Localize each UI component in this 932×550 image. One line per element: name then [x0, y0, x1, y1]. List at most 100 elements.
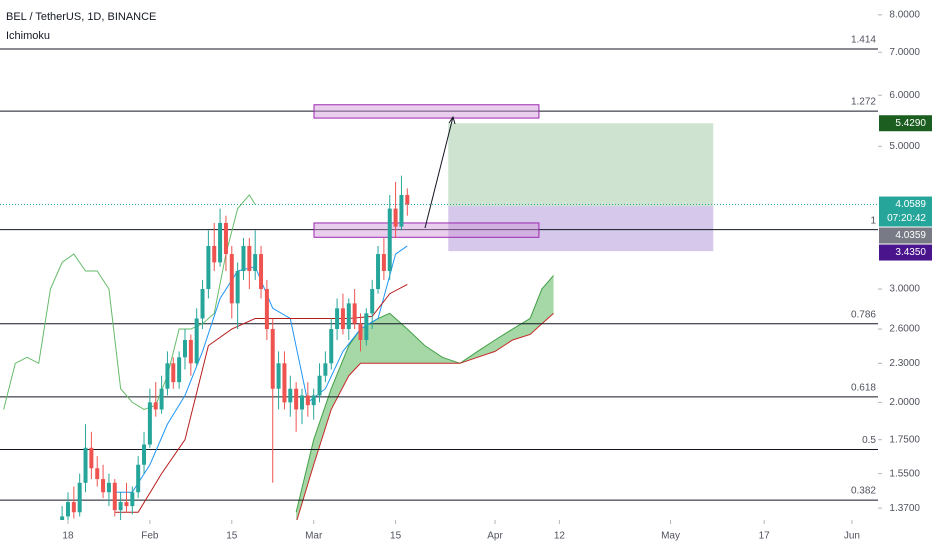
candle-body [340, 308, 345, 330]
countdown: 07:20:42 [887, 213, 926, 224]
price-axis [878, 0, 932, 550]
candle-body [335, 308, 340, 330]
candle-body [153, 402, 158, 410]
x-tick-label: Jun [844, 531, 860, 542]
candle-body [95, 468, 100, 480]
y-tick-label: 1.5500 [889, 468, 920, 479]
price-tag-label: 4.0589 [895, 199, 926, 210]
fib-label: 0.618 [851, 382, 876, 393]
candle-body [171, 363, 176, 383]
price-tag [879, 227, 932, 244]
y-tick-label: 3.0000 [889, 284, 920, 295]
candle-body [177, 357, 182, 383]
candle-body [241, 245, 246, 271]
candle-body [229, 254, 234, 304]
fib-label: 0.382 [851, 486, 876, 497]
candle-body [282, 363, 287, 403]
candle-body [194, 318, 199, 364]
fib-label: 1.272 [851, 97, 876, 108]
chart-title: BEL / TetherUS, 1D, BINANCE [6, 11, 156, 23]
fib-label: 0.786 [851, 309, 876, 320]
fib-label: 1.414 [851, 35, 876, 46]
price-tag-label: 3.4350 [895, 247, 926, 258]
y-tick-label: 1.7500 [889, 434, 920, 445]
candle-body [276, 363, 281, 389]
ichimoku-line [3, 194, 256, 410]
candle-body [106, 482, 111, 493]
candle-body [206, 245, 211, 290]
candle-body [305, 395, 310, 406]
cloud-span-b [295, 312, 554, 523]
fib-label: 0.5 [862, 435, 876, 446]
price-tag [879, 244, 932, 261]
candle-body [381, 254, 386, 271]
candle-body [60, 516, 65, 523]
x-tick-label: May [661, 531, 680, 542]
x-tick-label: 12 [554, 531, 566, 542]
candle-body [83, 447, 88, 483]
zone-box [313, 222, 540, 238]
cloud-span-a [295, 275, 554, 513]
loss-zone [448, 206, 714, 252]
indicator-name: Ichimoku [6, 30, 50, 42]
candle-body [393, 208, 398, 227]
x-tick-label: Mar [305, 531, 323, 542]
candle-body [259, 254, 264, 290]
x-tick-label: Apr [487, 531, 503, 542]
x-tick-label: 15 [390, 531, 402, 542]
candle-body [358, 323, 363, 340]
arrow-head [448, 115, 456, 125]
candle-body [346, 303, 351, 330]
candle-body [147, 402, 152, 445]
x-tick-label: Feb [141, 531, 159, 542]
y-tick-label: 6.0000 [889, 90, 920, 101]
y-tick-label: 5.0000 [889, 141, 920, 152]
candle-body [182, 339, 187, 358]
candle-body [253, 254, 258, 271]
candle-body [299, 395, 304, 410]
candle-body [352, 303, 357, 324]
candle-body [200, 289, 205, 319]
candle-body [136, 464, 141, 493]
candle-body [370, 289, 375, 314]
y-tick-label: 2.3000 [889, 358, 920, 369]
y-tick-label: 8.0000 [889, 10, 920, 21]
candle-body [142, 444, 147, 465]
plot-area: 1.414 1.272 1 0.786 0.618 0.5 0.382 [0, 35, 878, 528]
candle-body [188, 339, 193, 364]
price-tag-label: 4.0359 [895, 230, 926, 241]
projection-arrow [424, 116, 454, 229]
candle-body [165, 363, 170, 389]
profit-zone [448, 123, 714, 207]
candle-body [235, 270, 240, 304]
candle-body [270, 329, 275, 389]
y-tick-label: 1.3700 [889, 503, 920, 514]
candle-body [130, 492, 135, 507]
candle-body [364, 313, 369, 340]
candle-body [212, 245, 217, 263]
y-tick-label: 7.0000 [889, 47, 920, 58]
candle-body [405, 194, 410, 205]
x-tick-label: 15 [226, 531, 238, 542]
candle-body [329, 329, 334, 364]
candle-body [247, 245, 252, 271]
candle-body [112, 482, 117, 511]
candle-body [387, 208, 392, 271]
time-axis [0, 520, 878, 550]
candle-body [264, 289, 269, 330]
y-tick-label: 2.6000 [889, 324, 920, 335]
price-tag [879, 115, 932, 132]
fib-label: 1 [870, 215, 876, 226]
candle-body [288, 388, 293, 403]
candle-body [223, 222, 228, 255]
candle-body [311, 395, 316, 406]
zone-box [313, 104, 540, 119]
candle-body [376, 254, 381, 290]
candle-body [65, 502, 70, 517]
x-tick-label: 17 [759, 531, 771, 542]
candle-body [71, 502, 76, 513]
x-tick-label: 18 [62, 531, 74, 542]
